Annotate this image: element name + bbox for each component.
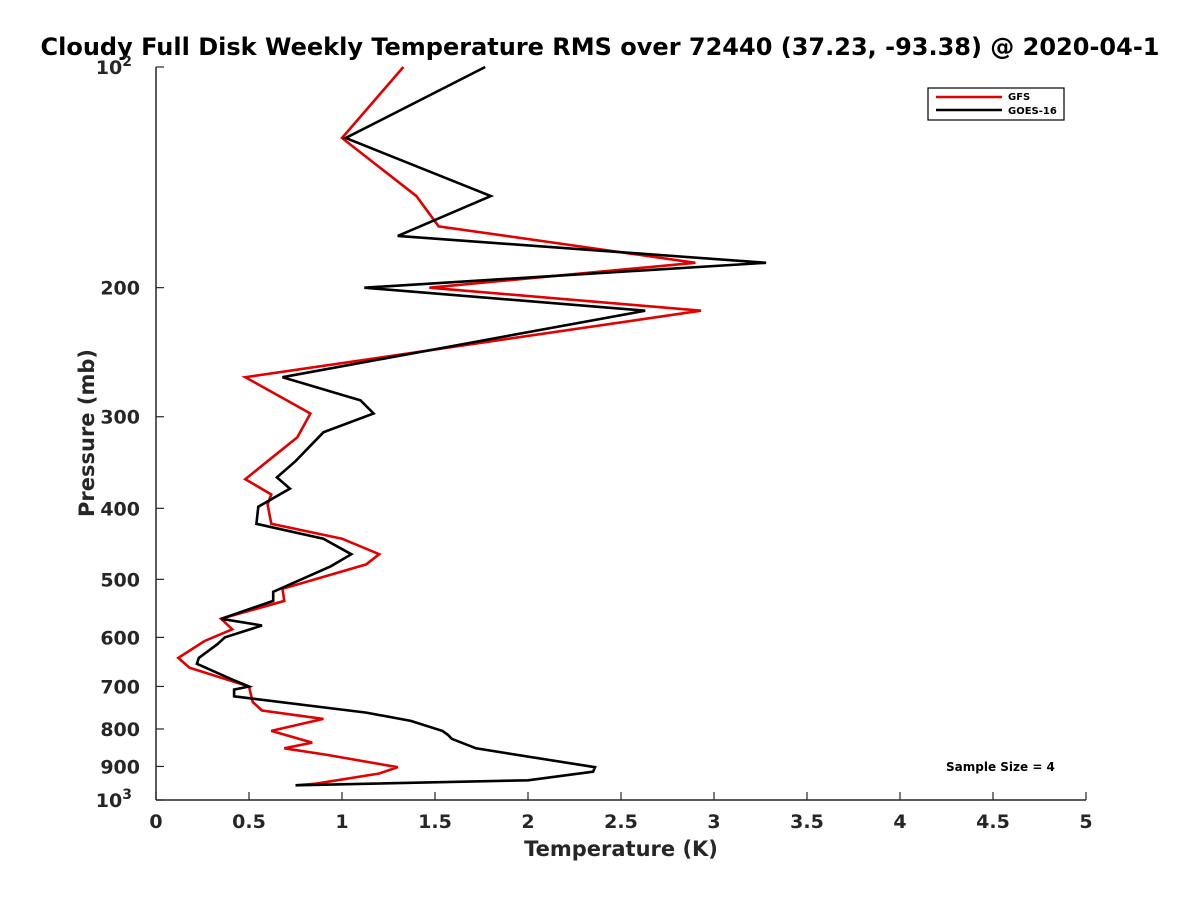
y-tick-label-base: 10 — [96, 790, 122, 812]
x-tick-label: 2.5 — [604, 811, 638, 833]
x-ticks: 0 0.5 1 1.5 2 2.5 3 3.5 4 4.5 5 — [149, 792, 1093, 833]
x-tick-label: 4 — [893, 811, 906, 833]
y-tick-label-base: 600 — [100, 627, 140, 649]
x-tick-label: 3.5 — [790, 811, 824, 833]
y-tick-label-exponent: 3 — [122, 787, 132, 803]
y-tick-label: 600 — [100, 627, 140, 649]
x-tick-label: 2 — [521, 811, 534, 833]
series-lines — [176, 65, 767, 787]
x-tick-label: 0 — [149, 811, 162, 833]
axes — [155, 67, 1086, 801]
x-tick-label: 3 — [707, 811, 720, 833]
x-tick-label: 1 — [335, 811, 348, 833]
y-tick-label-base: 400 — [100, 498, 140, 520]
y-tick-label: 103 — [96, 787, 132, 812]
legend-box — [927, 87, 1065, 121]
x-tick-label: 0.5 — [232, 811, 266, 833]
y-tick-label: 700 — [100, 676, 140, 698]
legend-label-gfs: GFS — [1008, 92, 1030, 103]
y-tick-label-base: 200 — [100, 278, 140, 300]
chart-title: Cloudy Full Disk Weekly Temperature RMS … — [41, 33, 1160, 61]
y-tick-label: 500 — [100, 569, 140, 591]
y-tick-label: 102 — [96, 54, 132, 79]
series-line-goes16 — [195, 65, 767, 787]
sample-size-annotation: Sample Size = 4 — [946, 760, 1055, 774]
x-tick-label: 5 — [1079, 811, 1092, 833]
y-tick-label-base: 300 — [100, 407, 140, 429]
y-tick-label-base: 700 — [100, 676, 140, 698]
x-tick-label: 1.5 — [418, 811, 452, 833]
y-tick-label: 200 — [100, 278, 140, 300]
x-axis-label: Temperature (K) — [524, 837, 718, 861]
y-tick-label-exponent: 2 — [122, 54, 132, 70]
legend: GFS GOES-16 — [927, 87, 1065, 121]
y-tick-label-base: 10 — [96, 57, 122, 79]
y-tick-label: 400 — [100, 498, 140, 520]
legend-label-goes16: GOES-16 — [1008, 106, 1057, 117]
y-tick-label: 900 — [100, 756, 140, 778]
y-tick-label: 300 — [100, 407, 140, 429]
x-tick-label: 4.5 — [976, 811, 1010, 833]
y-tick-label-base: 900 — [100, 756, 140, 778]
y-tick-label: 800 — [100, 719, 140, 741]
y-tick-label-base: 800 — [100, 719, 140, 741]
y-axis-label: Pressure (mb) — [75, 349, 99, 517]
y-tick-label-base: 500 — [100, 569, 140, 591]
